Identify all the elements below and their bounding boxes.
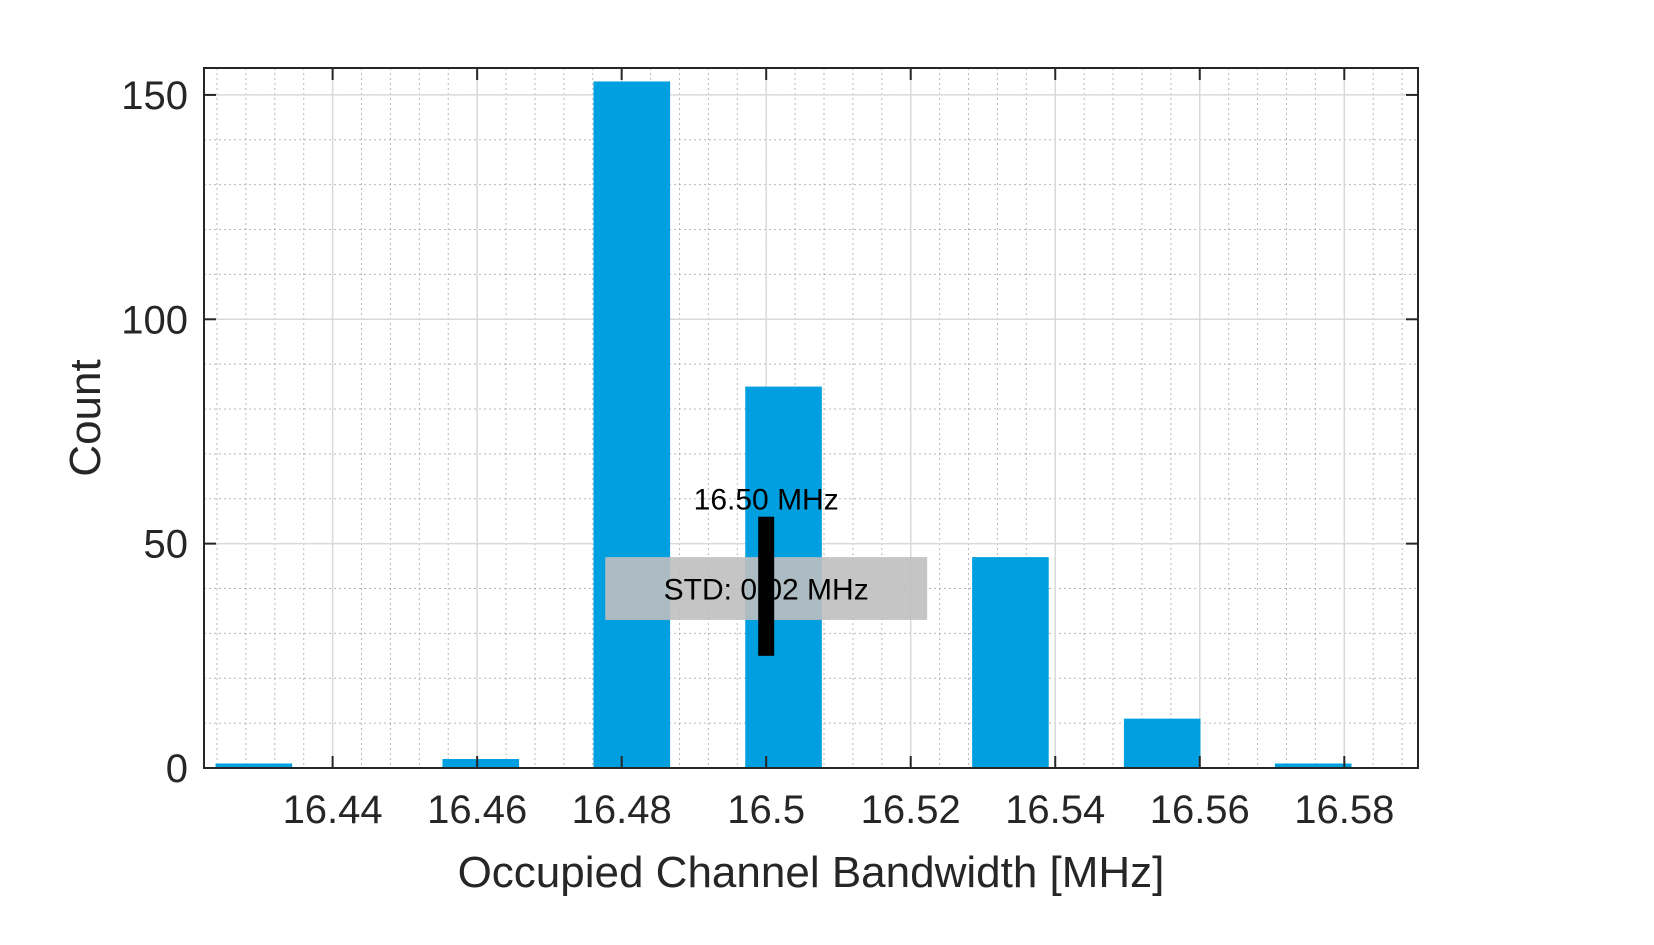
mean-marker bbox=[758, 516, 775, 656]
x-tick-label: 16.54 bbox=[1005, 788, 1105, 832]
y-tick-labels: 0 50 100 150 bbox=[121, 74, 188, 791]
bars bbox=[215, 81, 1352, 768]
histogram-bar bbox=[442, 759, 520, 768]
x-axis-title: Occupied Channel Bandwidth [MHz] bbox=[458, 848, 1165, 897]
histogram-bar bbox=[972, 557, 1049, 768]
x-tick-label: 16.48 bbox=[572, 788, 672, 832]
histogram-bar bbox=[1123, 718, 1201, 768]
axis-ticks bbox=[204, 68, 1418, 769]
x-tick-label: 16.58 bbox=[1294, 788, 1394, 832]
plot-area-frame bbox=[203, 67, 1419, 769]
y-tick-label: 0 bbox=[166, 747, 188, 791]
y-tick-label: 100 bbox=[121, 298, 188, 342]
x-tick-label: 16.5 bbox=[727, 788, 805, 832]
y-axis-title: Count bbox=[61, 359, 110, 476]
std-label: STD: 0.02 MHz bbox=[664, 574, 869, 607]
x-tick-label: 16.44 bbox=[283, 788, 383, 832]
y-tick-label: 150 bbox=[121, 74, 188, 118]
x-tick-label: 16.46 bbox=[427, 788, 527, 832]
x-tick-label: 16.56 bbox=[1150, 788, 1250, 832]
y-tick-label: 50 bbox=[144, 523, 189, 567]
mean-value-label: 16.50 MHz bbox=[694, 484, 839, 517]
histogram-bar bbox=[593, 81, 671, 768]
histogram-bar bbox=[1274, 763, 1352, 768]
x-tick-label: 16.52 bbox=[861, 788, 961, 832]
annotations: 16.50 MHz STD: 0.02 MHz bbox=[605, 484, 928, 656]
histogram-bar bbox=[215, 763, 293, 768]
x-tick-labels: 16.44 16.46 16.48 16.5 16.52 16.54 16.56 16.58 bbox=[283, 788, 1395, 832]
